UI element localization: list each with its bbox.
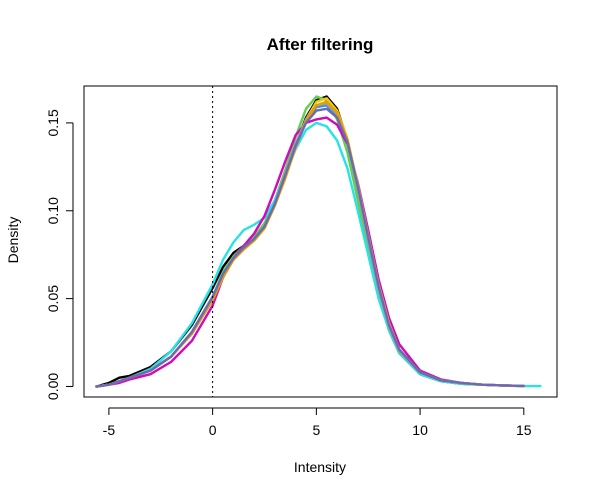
chart-title: After filtering (267, 35, 374, 54)
y-tick-label: 0.05 (45, 285, 61, 312)
density-line-2 (95, 104, 525, 388)
x-tick-label: 0 (209, 422, 217, 438)
y-tick-label: 0.00 (45, 373, 61, 400)
density-line-10 (95, 107, 525, 388)
plot-frame (83, 85, 558, 398)
x-axis-label: Intensity (294, 459, 346, 475)
density-line-7 (95, 97, 525, 388)
y-axis: 0.00 0.05 0.10 0.15 (45, 109, 74, 400)
density-line-4 (95, 104, 525, 388)
density-line-3 (95, 95, 525, 388)
density-line-9 (95, 100, 525, 388)
density-line-5 (95, 121, 542, 388)
density-line-8 (95, 102, 525, 388)
density-line-6 (95, 116, 525, 388)
y-axis-label: Density (5, 217, 21, 264)
y-tick-label: 0.10 (45, 197, 61, 224)
series-layer (95, 95, 542, 388)
x-tick-label: 10 (412, 422, 428, 438)
y-tick-label: 0.15 (45, 109, 61, 136)
x-tick-label: -5 (103, 422, 116, 438)
x-tick-label: 5 (312, 422, 320, 438)
x-axis: -5 0 5 10 15 (103, 407, 532, 438)
density-line-1 (95, 95, 525, 388)
x-tick-label: 15 (516, 422, 532, 438)
